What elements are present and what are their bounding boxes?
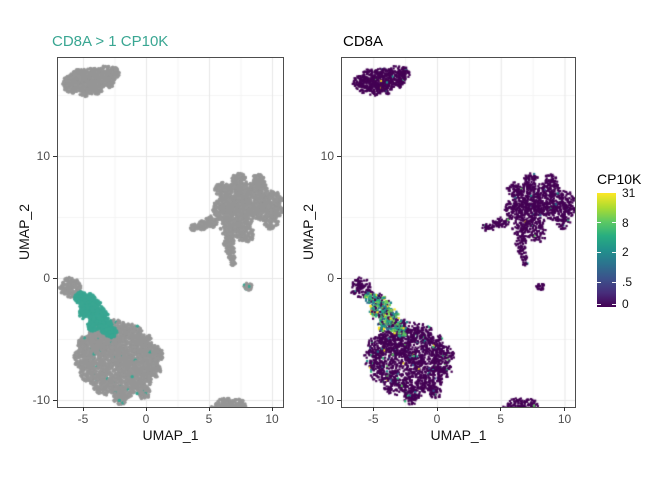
y-axis-tick-label: 0	[327, 271, 334, 285]
plot-title-right: CD8A	[343, 33, 384, 50]
y-axis-tick-mark	[337, 399, 341, 401]
x-axis-label-right: UMAP_1	[430, 427, 487, 443]
x-axis-tick-label: 5	[205, 412, 213, 426]
legend-title: CP10K	[597, 171, 642, 187]
legend-tick-label: 2	[622, 245, 629, 260]
y-axis-tick-label: 10	[320, 149, 334, 163]
legend-tick-dash	[612, 281, 616, 283]
x-axis-tick-mark	[271, 407, 273, 411]
legend-tick-label: 31	[622, 186, 636, 201]
legend-tick-label: 8	[622, 215, 629, 230]
x-axis-tick-mark	[436, 407, 438, 411]
x-axis-label-left: UMAP_1	[142, 427, 199, 443]
x-axis-tick-label: 10	[557, 412, 572, 426]
x-axis-tick-label: 10	[265, 412, 279, 426]
x-axis-tick-mark	[145, 407, 147, 411]
y-axis-tick-label: -10	[32, 393, 50, 407]
x-axis-tick-mark	[208, 407, 210, 411]
umap-scatter-right	[342, 58, 575, 407]
y-axis-tick-mark	[337, 277, 341, 279]
x-axis-tick-label: 0	[433, 412, 441, 426]
umap-panel-right	[341, 57, 576, 408]
legend-colorbar	[597, 193, 616, 307]
y-axis-tick-label: -10	[316, 393, 334, 407]
y-axis-tick-mark	[337, 155, 341, 157]
x-axis-tick-mark	[82, 407, 84, 411]
legend-tick-label: 0	[622, 297, 629, 312]
x-axis-tick-label: -5	[367, 412, 379, 426]
legend-tick-dash	[597, 281, 601, 283]
plot-title-left: CD8A > 1 CP10K	[52, 33, 169, 50]
legend-tick-dash	[597, 222, 601, 224]
x-axis-tick-label: 0	[142, 412, 150, 426]
x-axis-tick-mark	[372, 407, 374, 411]
legend-tick-dash	[597, 303, 601, 305]
y-axis-tick-label: 0	[43, 271, 50, 285]
x-axis-tick-mark	[564, 407, 565, 411]
y-axis-tick-label: 10	[36, 149, 50, 163]
y-axis-tick-mark	[53, 277, 57, 279]
legend-tick-dash	[612, 303, 616, 305]
x-axis-tick-mark	[500, 407, 502, 411]
legend-tick-dash	[612, 251, 616, 253]
umap-panel-left	[57, 57, 284, 408]
legend-tick-dash	[597, 251, 601, 253]
umap-scatter-left	[58, 58, 283, 407]
y-axis-tick-mark	[53, 399, 57, 401]
legend-tick-label: .5	[622, 275, 633, 290]
legend-tick-dash	[612, 222, 616, 224]
x-axis-tick-label: 5	[497, 412, 505, 426]
x-axis-tick-label: -5	[77, 412, 89, 426]
y-axis-tick-mark	[53, 155, 57, 157]
